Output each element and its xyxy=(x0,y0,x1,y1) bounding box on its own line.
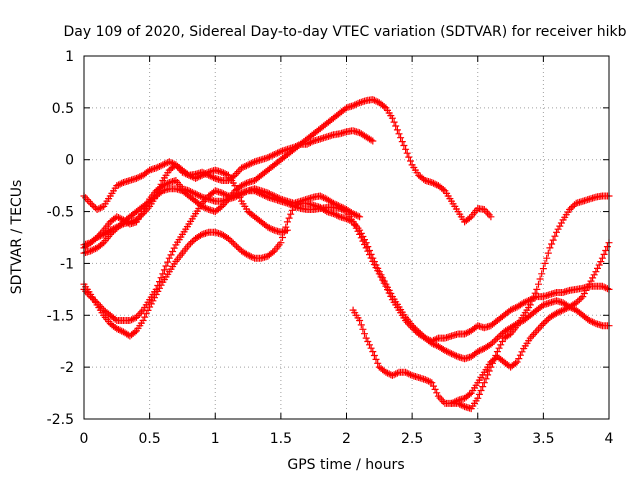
y-tick-label: -1 xyxy=(60,256,74,272)
x-tick-label: 0 xyxy=(80,431,89,447)
plus-markers xyxy=(448,239,613,407)
x-tick-label: 2.5 xyxy=(401,431,423,447)
x-tick-label: 1 xyxy=(211,431,220,447)
x-axis-label: GPS time / hours xyxy=(287,457,404,473)
y-tick-label: 0 xyxy=(65,153,74,169)
y-tick-label: 1 xyxy=(65,49,74,65)
x-tick-label: 0.5 xyxy=(138,431,160,447)
y-tick-label: -2.5 xyxy=(47,412,74,428)
x-tick-label: 3 xyxy=(473,431,482,447)
x-tick-label: 1.5 xyxy=(270,431,292,447)
y-tick-label: -0.5 xyxy=(47,205,74,221)
axis-ticks: 0 0.5 1 1.5 2 2.5 3 3.5 4 -2.5 -2 -1.5 -1 -0.5 0 0.5 1 xyxy=(47,49,614,447)
x-tick-label: 4 xyxy=(605,431,614,447)
y-tick-label: -1.5 xyxy=(47,308,74,324)
chart-title: Day 109 of 2020, Sidereal Day-to-day VTE… xyxy=(64,24,627,40)
data-series xyxy=(80,96,613,413)
x-tick-label: 2 xyxy=(342,431,351,447)
y-axis-label: SDTVAR / TECUs xyxy=(9,180,25,295)
x-tick-label: 3.5 xyxy=(532,431,554,447)
y-tick-label: 0.5 xyxy=(52,101,74,117)
grid-lines xyxy=(84,56,609,419)
y-tick-label: -2 xyxy=(60,360,74,376)
series-track-7 xyxy=(448,239,613,407)
